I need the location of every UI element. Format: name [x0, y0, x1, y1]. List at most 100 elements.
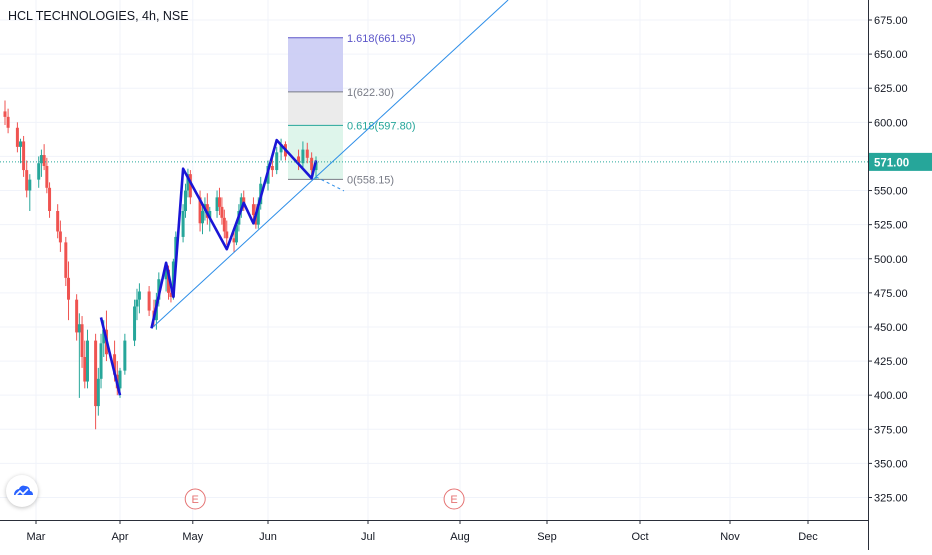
earnings-marker-label: E [192, 494, 199, 506]
pattern-line-rally-zigzag[interactable] [150, 138, 318, 329]
candle-body [314, 161, 318, 171]
candle-body [256, 204, 260, 225]
candle-body [200, 211, 204, 224]
candle-body [64, 242, 68, 278]
fib-level-label-0: 0(558.15) [347, 174, 394, 186]
candle-body [3, 111, 7, 117]
candle-body [28, 179, 32, 191]
x-tick-label: Dec [798, 531, 818, 543]
last-price-badge [869, 152, 932, 171]
candle-body [118, 370, 122, 389]
candle-body [169, 292, 173, 297]
candle-body [39, 155, 43, 164]
candle-body [217, 197, 221, 207]
candle-body [96, 378, 100, 407]
candle-body [75, 299, 79, 333]
candle-body [234, 224, 238, 243]
candle-body [164, 269, 168, 280]
candle-body [58, 231, 62, 243]
x-tick-label: Mar [27, 531, 46, 543]
candle-body [215, 197, 219, 211]
candle-body [133, 306, 137, 341]
candle-body [123, 340, 127, 371]
candle-body [275, 152, 279, 171]
time-axis[interactable] [0, 520, 868, 550]
candle-body [254, 215, 258, 225]
candle-body [113, 354, 117, 375]
tradingview-logo-icon [14, 485, 33, 496]
y-tick-label: 425.00 [874, 356, 908, 368]
x-tick-label: Sep [537, 531, 557, 543]
candle-body [137, 291, 141, 300]
candle-body [310, 157, 314, 171]
y-tick-label: 600.00 [874, 117, 908, 129]
candle-body [232, 238, 236, 243]
y-tick-label: 450.00 [874, 322, 908, 334]
symbol-title: HCL TECHNOLOGIES, 4h, NSE [8, 9, 189, 23]
earnings-marker-label: E [450, 494, 457, 506]
candle-body [222, 217, 226, 232]
candle-body [242, 197, 246, 205]
earnings-marker[interactable] [184, 488, 206, 510]
fib-level-label-1.618: 1.618(661.95) [347, 33, 416, 45]
candle-body [186, 174, 190, 191]
pattern-line-decline-leg[interactable] [99, 317, 122, 396]
y-tick-label: 625.00 [874, 83, 908, 95]
y-tick-label: 500.00 [874, 254, 908, 266]
candle-body [22, 141, 26, 171]
candle-body [188, 174, 192, 198]
y-tick-label: 475.00 [874, 288, 908, 300]
candle-body [157, 279, 161, 300]
price-axis[interactable] [868, 0, 932, 550]
candle-body [42, 155, 46, 166]
trend-line[interactable] [151, 0, 509, 329]
candle-body [208, 211, 212, 218]
candle-body [6, 116, 10, 128]
candle-body [94, 340, 98, 407]
x-tick-label: Oct [631, 531, 648, 543]
x-tick-label: Aug [450, 531, 470, 543]
fib-level-label-1: 1(622.30) [347, 87, 394, 99]
y-tick-label: 350.00 [874, 458, 908, 470]
candle-body [305, 149, 309, 158]
y-tick-label: 550.00 [874, 186, 908, 198]
candle-body [147, 291, 151, 311]
x-tick-label: Apr [111, 531, 128, 543]
candle-body [102, 329, 106, 344]
candle-body [220, 206, 224, 218]
candle-body [184, 190, 188, 211]
candle-body [85, 340, 89, 382]
candle-body [181, 211, 185, 237]
fib-level-label-0.618: 0.618(597.80) [347, 120, 416, 132]
candle-body [198, 197, 202, 224]
last-price-label: 571.00 [874, 157, 909, 169]
candle-body [167, 269, 171, 293]
y-tick-label: 675.00 [874, 15, 908, 27]
fib-zone-1.618 [288, 37, 343, 92]
x-tick-label: Jun [259, 531, 277, 543]
y-tick-label: 325.00 [874, 493, 908, 505]
candle-body [83, 356, 87, 382]
candle-body [225, 231, 229, 239]
candle-body [45, 165, 49, 188]
y-tick-label: 525.00 [874, 220, 908, 232]
y-tick-label: 375.00 [874, 424, 908, 436]
candle-body [135, 299, 139, 307]
candle-body [48, 187, 52, 211]
candle-body [297, 156, 301, 164]
candle-body [270, 165, 274, 171]
candle-body [171, 261, 175, 297]
earnings-marker[interactable] [443, 488, 465, 510]
x-tick-label: May [182, 531, 203, 543]
candle-body [19, 141, 22, 147]
fib-zone-1 [288, 91, 343, 126]
candle-body [56, 211, 60, 232]
projection-line [315, 176, 345, 192]
candle-body [301, 149, 305, 164]
candle-body [77, 324, 81, 333]
candle-body [251, 204, 255, 216]
y-tick-label: 650.00 [874, 49, 908, 61]
tradingview-logo-button[interactable] [6, 475, 38, 507]
